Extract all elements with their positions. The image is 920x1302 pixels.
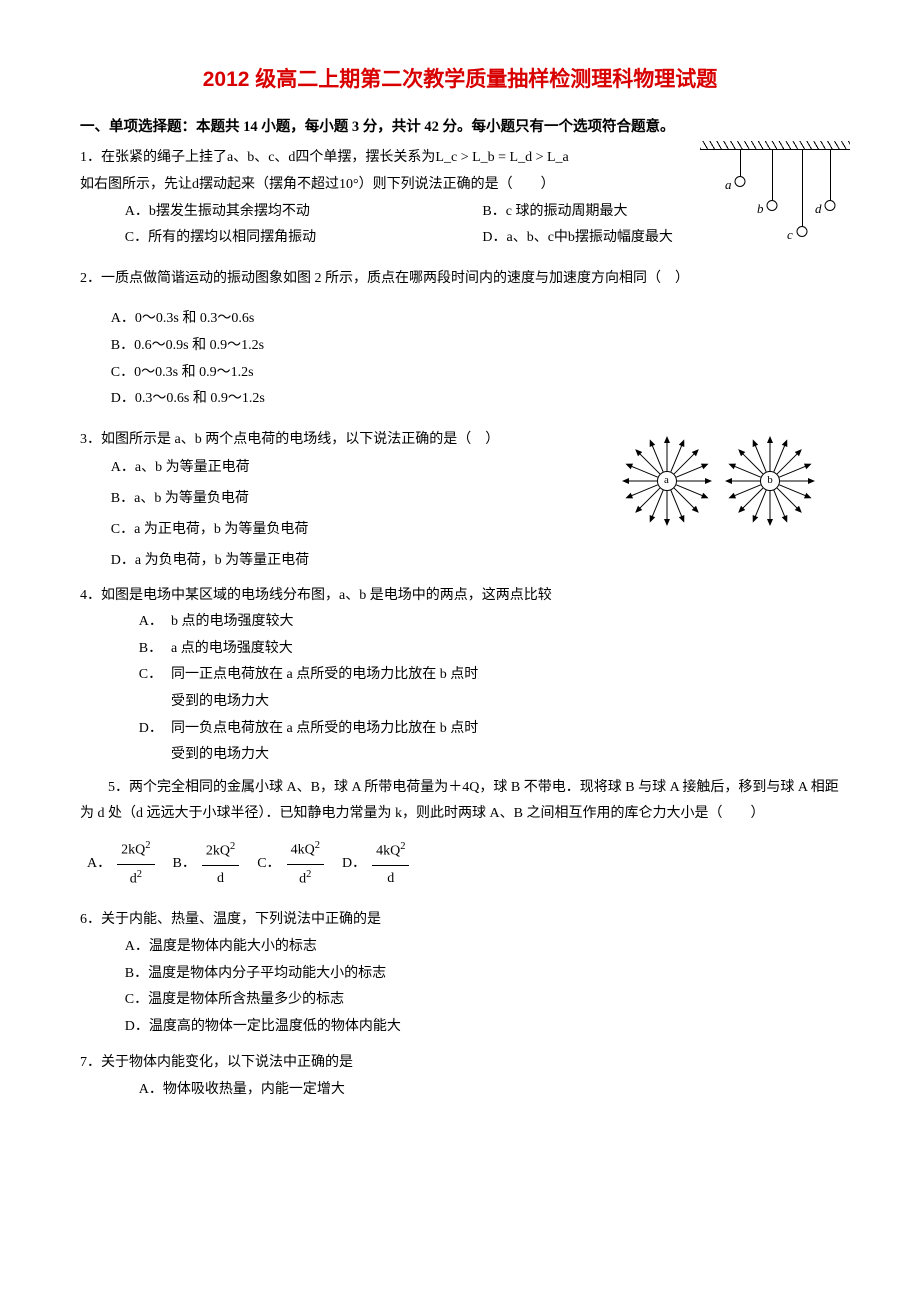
q3-charge-b-label: b [760,471,780,491]
section-1-header: 一、单项选择题：本题共 14 小题，每小题 3 分，共计 42 分。每小题只有一… [80,114,840,142]
q2-option-b: B．0.6～0.9s 和 0.9～1.2s [111,333,840,360]
q2-option-a: A．0～0.3s 和 0.3～0.6s [111,306,840,333]
question-6: 6．关于内能、热量、温度，下列说法中正确的是 A．温度是物体内能大小的标志 B．… [80,907,840,1040]
question-3: 3．如图所示是 a、b 两个点电荷的电场线，以下说法正确的是（ ） A．a、b … [80,427,840,577]
q2-stem: 2．一质点做简谐运动的振动图象如图 2 所示，质点在哪两段时间内的速度与加速度方… [80,266,840,293]
q6-option-c: C．温度是物体所含热量多少的标志 [125,987,840,1014]
q3-charge-a-label: a [657,471,677,491]
q1-option-a: A．b摆发生振动其余摆均不动 [125,199,483,226]
q1-figure-pendulum: abcd [700,141,850,251]
q6-option-b: B．温度是物体内分子平均动能大小的标志 [125,961,840,988]
q4-letter-c: C． [139,662,171,689]
q7-stem: 7．关于物体内能变化，以下说法中正确的是 [80,1050,840,1077]
q4-option-c: 同一正点电荷放在 a 点所受的电场力比放在 b 点时 受到的电场力大 [171,662,478,715]
q4-letter-b: B． [139,636,171,663]
q2-option-c: C．0～0.3s 和 0.9～1.2s [111,360,840,387]
q4-letter-a: A． [139,609,171,636]
q4-option-a: b 点的电场强度较大 [171,609,294,636]
q4-option-d: 同一负点电荷放在 a 点所受的电场力比放在 b 点时 受到的电场力大 [171,716,478,769]
question-5: 5．两个完全相同的金属小球 A、B，球 A 所带电荷量为＋4Q，球 B 不带电．… [80,775,840,894]
q4-stem: 4．如图是电场中某区域的电场线分布图，a、b 是电场中的两点，这两点比较 [80,583,840,610]
q2-option-d: D．0.3～0.6s 和 0.9～1.2s [111,386,840,413]
q5-options: A．2kQ2d2B．2kQ2dC．4kQ2d2D．4kQ2d [80,836,840,894]
q4-option-b: a 点的电场强度较大 [171,636,293,663]
q3-option-d: D．a 为负电荷，b 为等量正电荷 [111,546,840,577]
question-2: 2．一质点做简谐运动的振动图象如图 2 所示，质点在哪两段时间内的速度与加速度方… [80,266,840,413]
q6-option-a: A．温度是物体内能大小的标志 [125,934,840,961]
q5-stem: 5．两个完全相同的金属小球 A、B，球 A 所带电荷量为＋4Q，球 B 不带电．… [80,775,840,828]
page-title: 2012 级高二上期第二次教学质量抽样检测理科物理试题 [80,60,840,100]
q4-letter-d: D． [139,716,171,743]
question-1: 1．在张紧的绳子上挂了a、b、c、d四个单摆，摆长关系为L_c > L_b = … [80,145,840,251]
q6-stem: 6．关于内能、热量、温度，下列说法中正确的是 [80,907,840,934]
q6-option-d: D．温度高的物体一定比温度低的物体内能大 [125,1014,840,1041]
q7-option-a: A．物体吸收热量，内能一定增大 [139,1077,840,1104]
q3-figure-field-lines: a b [617,433,821,540]
q1-option-c: C．所有的摆均以相同摆角振动 [125,225,483,252]
question-7: 7．关于物体内能变化，以下说法中正确的是 A．物体吸收热量，内能一定增大 [80,1050,840,1103]
question-4: 4．如图是电场中某区域的电场线分布图，a、b 是电场中的两点，这两点比较 A．b… [80,583,840,769]
